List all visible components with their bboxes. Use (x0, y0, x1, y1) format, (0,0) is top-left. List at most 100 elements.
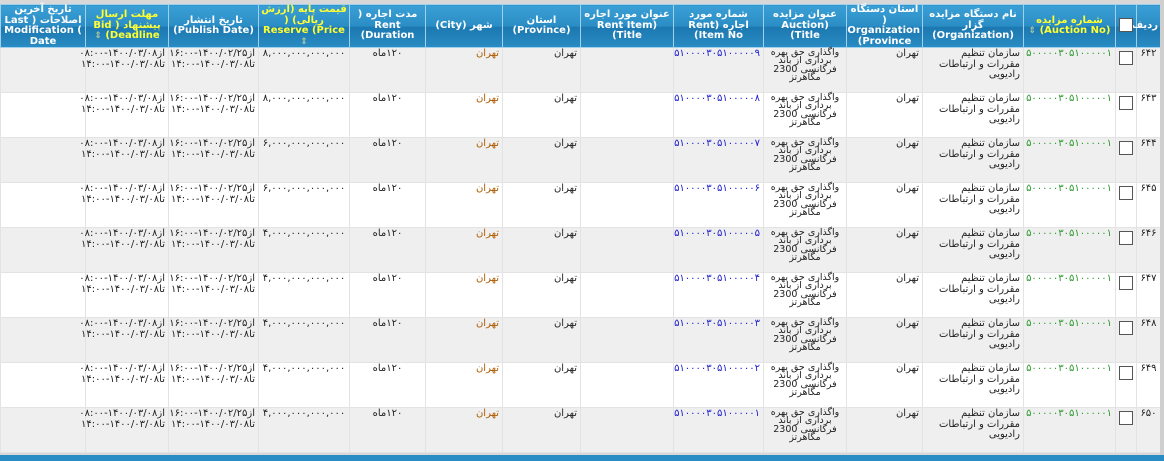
publish-date-text: تا۱۴۰۰/۰۳/۰۸-۱۴:۰۰ (170, 148, 255, 160)
row-checkbox[interactable] (1119, 186, 1133, 200)
cell-row-checkbox[interactable] (1115, 407, 1137, 453)
cell-publish-date: از۱۴۰۰/۰۲/۲۵-۱۶:۰۰ تا۱۴۰۰/۰۳/۰۸-۱۴:۰۰ (168, 137, 259, 183)
cell-row-checkbox[interactable] (1115, 272, 1137, 318)
row-checkbox[interactable] (1119, 411, 1133, 425)
cell-last-modification (0, 317, 86, 363)
deadline-text: از۱۴۰۰/۰۳/۰۸-۰۸:۰۰ (79, 138, 165, 149)
row-checkbox[interactable] (1119, 51, 1133, 65)
cell-row-checkbox[interactable] (1115, 317, 1137, 363)
vertical-scrollbar[interactable] (1160, 0, 1164, 455)
deadline-text: از۱۴۰۰/۰۳/۰۸-۰۸:۰۰ (79, 228, 165, 239)
table-row[interactable]: ۶۴۸ ۵۰۰۰۰۰۳۰۵۱۰۰۰۰۰۱ سازمان تنظیم مقررات و… (0, 317, 1161, 363)
cell-row-checkbox[interactable] (1115, 227, 1137, 273)
cell-province: تهران (502, 47, 581, 93)
sort-icon[interactable]: ⇕ (300, 36, 308, 47)
cell-publish-date: از۱۴۰۰/۰۲/۲۵-۱۶:۰۰ تا۱۴۰۰/۰۳/۰۸-۱۴:۰۰ (168, 317, 259, 363)
cell-deadline: از۱۴۰۰/۰۳/۰۸-۰۸:۰۰ تا۱۴۰۰/۰۳/۰۸-۱۴:۰۰ (79, 137, 169, 183)
row-checkbox[interactable] (1119, 276, 1133, 290)
row-checkbox[interactable] (1119, 141, 1133, 155)
cell-row-number: ۶۴۹ (1136, 362, 1161, 408)
publish-date-text: از۱۴۰۰/۰۲/۲۵-۱۶:۰۰ (169, 363, 255, 374)
publish-date-text: از۱۴۰۰/۰۲/۲۵-۱۶:۰۰ (169, 273, 255, 284)
cell-rent-item-title (580, 362, 674, 408)
header-price[interactable]: قیمت پایه (ارزش ریالی) ( Reserve (Price … (258, 4, 350, 48)
cell-row-checkbox[interactable] (1115, 137, 1137, 183)
deadline-text: از۱۴۰۰/۰۳/۰۸-۰۸:۰۰ (79, 408, 165, 419)
cell-organization: سازمان تنظیم مقررات و ارتباطات رادیویی (922, 137, 1024, 183)
row-checkbox[interactable] (1119, 96, 1133, 110)
cell-last-modification (0, 227, 86, 273)
sort-icon[interactable]: ⇕ (94, 31, 102, 42)
cell-organization: سازمان تنظیم مقررات و ارتباطات رادیویی (922, 407, 1024, 453)
cell-publish-date: از۱۴۰۰/۰۲/۲۵-۱۶:۰۰ تا۱۴۰۰/۰۳/۰۸-۱۴:۰۰ (168, 272, 259, 318)
deadline-text: تا۱۴۰۰/۰۳/۰۸-۱۴:۰۰ (80, 238, 165, 250)
cell-deadline: از۱۴۰۰/۰۳/۰۸-۰۸:۰۰ تا۱۴۰۰/۰۳/۰۸-۱۴:۰۰ (79, 182, 169, 228)
table-row[interactable]: ۶۴۵ ۵۰۰۰۰۰۳۰۵۱۰۰۰۰۰۱ سازمان تنظیم مقررات و… (0, 182, 1161, 228)
row-checkbox[interactable] (1119, 231, 1133, 245)
header-auction-no[interactable]: شماره مزایده (Auction No) ⇕ (1023, 4, 1116, 48)
header-row: ردیف شماره مزایده (Auction No) ⇕ نام دست… (0, 4, 1161, 48)
select-all-checkbox[interactable] (1119, 18, 1133, 33)
header-auction-title: عنوان مزایده (Auction Title) (763, 4, 847, 48)
cell-duration: ۱۲۰ماه (349, 317, 426, 363)
cell-last-modification (0, 272, 86, 318)
cell-row-number: ۶۴۲ (1136, 47, 1161, 93)
cell-deadline: از۱۴۰۰/۰۳/۰۸-۰۸:۰۰ تا۱۴۰۰/۰۳/۰۸-۱۴:۰۰ (79, 272, 169, 318)
deadline-text: تا۱۴۰۰/۰۳/۰۸-۱۴:۰۰ (80, 373, 165, 385)
cell-auction-no: ۵۰۰۰۰۰۳۰۵۱۰۰۰۰۰۱ (1023, 272, 1116, 318)
cell-duration: ۱۲۰ماه (349, 137, 426, 183)
cell-last-modification (0, 47, 86, 93)
cell-province: تهران (502, 227, 581, 273)
header-select-all[interactable] (1115, 4, 1137, 48)
cell-rent-item-no: ۵۱۰۰۰۰۳۰۵۱۰۰۰۰۰۲ (673, 362, 764, 408)
publish-date-text: از۱۴۰۰/۰۲/۲۵-۱۶:۰۰ (169, 48, 255, 59)
table-row[interactable]: ۶۴۳ ۵۰۰۰۰۰۳۰۵۱۰۰۰۰۰۱ سازمان تنظیم مقررات و… (0, 92, 1161, 138)
cell-deadline: از۱۴۰۰/۰۳/۰۸-۰۸:۰۰ تا۱۴۰۰/۰۳/۰۸-۱۴:۰۰ (79, 47, 169, 93)
cell-row-checkbox[interactable] (1115, 182, 1137, 228)
cell-auction-no: ۵۰۰۰۰۰۳۰۵۱۰۰۰۰۰۱ (1023, 47, 1116, 93)
cell-auction-title: واگذاری حق بهره برداری از باند فرکانسی 2… (763, 47, 847, 93)
table-row[interactable]: ۶۴۹ ۵۰۰۰۰۰۳۰۵۱۰۰۰۰۰۱ سازمان تنظیم مقررات و… (0, 362, 1161, 408)
header-publish-date: تاریخ انتشار (Publish Date) (168, 4, 259, 48)
table-row[interactable]: ۶۴۷ ۵۰۰۰۰۰۳۰۵۱۰۰۰۰۰۱ سازمان تنظیم مقررات و… (0, 272, 1161, 318)
horizontal-scrollbar[interactable] (0, 455, 1164, 461)
table-row[interactable]: ۶۴۲ ۵۰۰۰۰۰۳۰۵۱۰۰۰۰۰۱ سازمان تنظیم مقررات و… (0, 47, 1161, 93)
cell-duration: ۱۲۰ماه (349, 362, 426, 408)
cell-rent-item-title (580, 407, 674, 453)
cell-row-checkbox[interactable] (1115, 92, 1137, 138)
deadline-text: از۱۴۰۰/۰۳/۰۸-۰۸:۰۰ (79, 273, 165, 284)
cell-org-province: تهران (846, 47, 923, 93)
cell-auction-no: ۵۰۰۰۰۰۳۰۵۱۰۰۰۰۰۱ (1023, 137, 1116, 183)
table-row[interactable]: ۶۵۰ ۵۰۰۰۰۰۳۰۵۱۰۰۰۰۰۱ سازمان تنظیم مقررات و… (0, 407, 1161, 453)
cell-province: تهران (502, 317, 581, 363)
cell-deadline: از۱۴۰۰/۰۳/۰۸-۰۸:۰۰ تا۱۴۰۰/۰۳/۰۸-۱۴:۰۰ (79, 407, 169, 453)
cell-org-province: تهران (846, 362, 923, 408)
header-deadline[interactable]: مهلت ارسال پیشنهاد ( Bid (Deadline ⇕ (85, 4, 169, 48)
cell-price: ۶,۰۰۰,۰۰۰,۰۰۰,۰۰۰ (258, 137, 350, 183)
cell-city: تهران (425, 92, 503, 138)
cell-last-modification (0, 182, 86, 228)
cell-organization: سازمان تنظیم مقررات و ارتباطات رادیویی (922, 272, 1024, 318)
row-checkbox[interactable] (1119, 366, 1133, 380)
cell-publish-date: از۱۴۰۰/۰۲/۲۵-۱۶:۰۰ تا۱۴۰۰/۰۳/۰۸-۱۴:۰۰ (168, 92, 259, 138)
deadline-text: تا۱۴۰۰/۰۳/۰۸-۱۴:۰۰ (80, 148, 165, 160)
publish-date-text: تا۱۴۰۰/۰۳/۰۸-۱۴:۰۰ (170, 58, 255, 70)
cell-rent-item-title (580, 182, 674, 228)
publish-date-text: از۱۴۰۰/۰۲/۲۵-۱۶:۰۰ (169, 408, 255, 419)
table-row[interactable]: ۶۴۴ ۵۰۰۰۰۰۳۰۵۱۰۰۰۰۰۱ سازمان تنظیم مقررات و… (0, 137, 1161, 183)
cell-rent-item-no: ۵۱۰۰۰۰۳۰۵۱۰۰۰۰۰۳ (673, 317, 764, 363)
cell-auction-title: واگذاری حق بهره برداری از باند فرکانسی 2… (763, 362, 847, 408)
deadline-text: تا۱۴۰۰/۰۳/۰۸-۱۴:۰۰ (80, 328, 165, 340)
row-checkbox[interactable] (1119, 321, 1133, 335)
cell-rent-item-no: ۵۱۰۰۰۰۳۰۵۱۰۰۰۰۰۵ (673, 227, 764, 273)
table-row[interactable]: ۶۴۶ ۵۰۰۰۰۰۳۰۵۱۰۰۰۰۰۱ سازمان تنظیم مقررات و… (0, 227, 1161, 273)
cell-price: ۴,۰۰۰,۰۰۰,۰۰۰,۰۰۰ (258, 362, 350, 408)
cell-row-checkbox[interactable] (1115, 362, 1137, 408)
cell-row-number: ۶۴۶ (1136, 227, 1161, 273)
deadline-text: تا۱۴۰۰/۰۳/۰۸-۱۴:۰۰ (80, 103, 165, 115)
publish-date-text: تا۱۴۰۰/۰۳/۰۸-۱۴:۰۰ (170, 238, 255, 250)
cell-duration: ۱۲۰ماه (349, 182, 426, 228)
cell-row-checkbox[interactable] (1115, 47, 1137, 93)
cell-rent-item-no: ۵۱۰۰۰۰۳۰۵۱۰۰۰۰۰۹ (673, 47, 764, 93)
sort-icon[interactable]: ⇕ (1028, 26, 1037, 36)
